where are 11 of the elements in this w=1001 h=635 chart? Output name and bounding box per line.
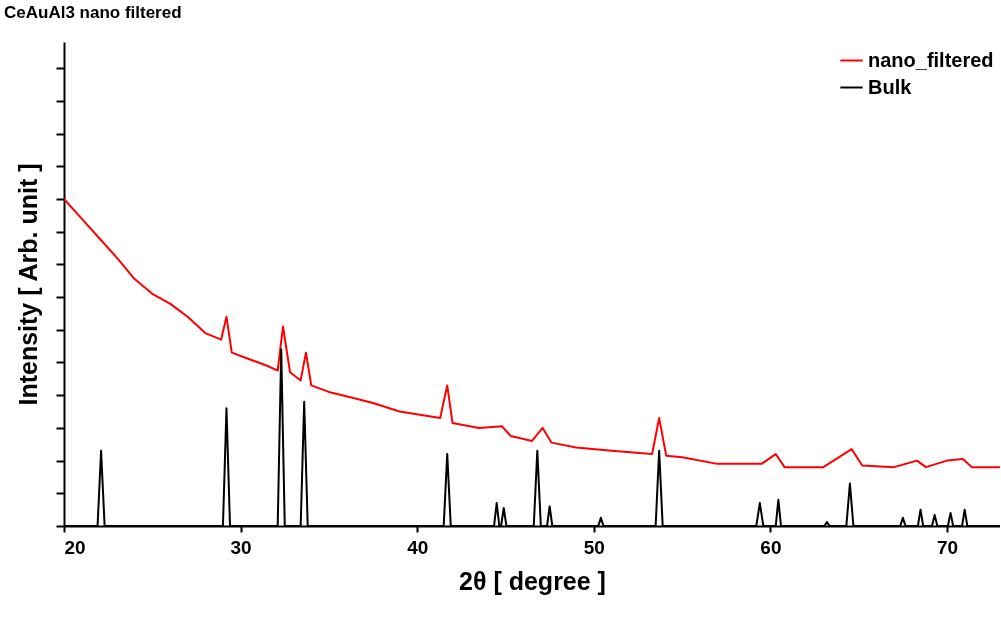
legend-label: Bulk xyxy=(868,75,913,98)
x-tick-label: 50 xyxy=(583,536,605,558)
chart-title: CeAuAl3 nano filtered xyxy=(4,3,182,22)
x-tick-label: 20 xyxy=(64,536,86,558)
y-axis-title: Intensity [ Arb. unit ] xyxy=(13,163,42,406)
x-axis-title: 2θ [ degree ] xyxy=(459,566,606,595)
legend-label: nano_filtered xyxy=(868,48,994,71)
x-tick-label: 60 xyxy=(760,536,782,558)
x-tick-label: 40 xyxy=(407,536,429,558)
x-tick-label: 30 xyxy=(230,536,252,558)
x-tick-label: 70 xyxy=(936,536,959,558)
